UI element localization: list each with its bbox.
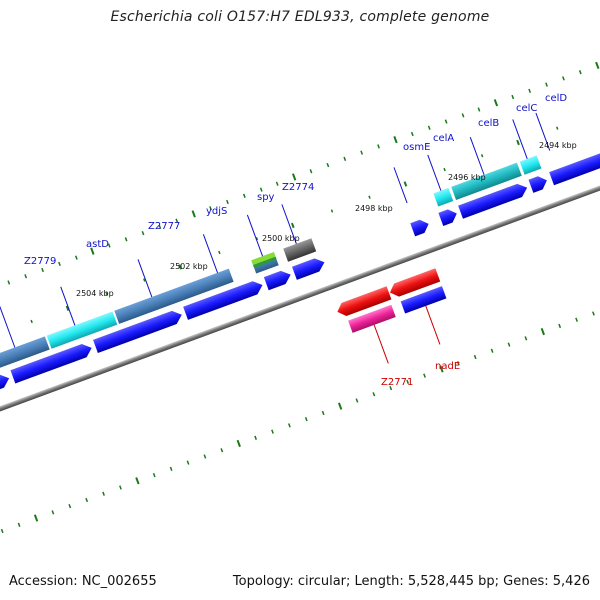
gene-label-celd[interactable]: celD xyxy=(545,93,567,104)
lower-tick-ring xyxy=(0,311,595,534)
gene-block-2[interactable] xyxy=(46,311,118,349)
kbp-label: 2498 kbp xyxy=(355,204,393,213)
reverse-feature-track xyxy=(335,268,447,333)
kbp-labels: 2504 kbp 2502 kbp 2500 kbp 2498 kbp 2496… xyxy=(76,141,577,298)
gene-label-osme[interactable]: osmE xyxy=(403,142,430,153)
cds-arrow[interactable] xyxy=(183,278,265,320)
gene-label-z2777[interactable]: Z2777 xyxy=(148,221,180,232)
cds-arrow[interactable] xyxy=(458,181,529,219)
upper-tick-ring xyxy=(7,61,600,285)
gene-block-celc[interactable] xyxy=(519,155,542,175)
kbp-label: 2494 kbp xyxy=(539,141,577,150)
accession-text: Accession: NC_002655 xyxy=(9,574,157,589)
cds-arrow[interactable] xyxy=(410,217,431,237)
cds-arrow[interactable] xyxy=(10,341,94,384)
gene-z2771-pink[interactable] xyxy=(348,304,396,333)
gene-label-spy[interactable]: spy xyxy=(257,192,275,203)
cds-arrow[interactable] xyxy=(93,308,184,354)
inner-tick-ring xyxy=(30,126,559,324)
page-title: Escherichia coli O157:H7 EDL933, complet… xyxy=(110,9,490,25)
gene-label-z2779[interactable]: Z2779 xyxy=(24,256,56,267)
cds-arrow[interactable] xyxy=(438,207,459,226)
gene-z2771-red[interactable] xyxy=(335,286,392,318)
gene-block-1[interactable] xyxy=(0,336,50,401)
kbp-label: 2496 kbp xyxy=(448,173,486,182)
kbp-label: 2500 kbp xyxy=(262,234,300,243)
forward-cds-track xyxy=(0,148,600,420)
gene-nade-blue[interactable] xyxy=(400,286,447,314)
cds-arrow[interactable] xyxy=(292,256,327,280)
gene-label-ydjs[interactable]: ydjS xyxy=(206,206,227,217)
gene-label-cela[interactable]: celA xyxy=(433,133,454,144)
cds-arrow[interactable] xyxy=(263,268,293,291)
kbp-label: 2504 kbp xyxy=(76,289,114,298)
gene-nade-red[interactable] xyxy=(388,268,441,299)
gene-label-z2774[interactable]: Z2774 xyxy=(282,182,314,193)
gene-block-z2774[interactable] xyxy=(283,238,317,262)
reverse-gene-labels: Z2771 nadE xyxy=(381,361,460,388)
genome-backbone xyxy=(0,158,600,426)
reverse-leader-lines xyxy=(373,305,441,364)
gene-label-celb[interactable]: celB xyxy=(478,118,499,129)
genome-summary-text: Topology: circular; Length: 5,528,445 bp… xyxy=(232,574,590,589)
gene-label-astd[interactable]: astD xyxy=(86,239,109,250)
kbp-label: 2502 kbp xyxy=(170,262,208,271)
gene-block-cela[interactable] xyxy=(433,187,454,207)
gene-label-celc[interactable]: celC xyxy=(516,103,537,114)
gene-feature-track xyxy=(0,155,542,401)
cds-arrow[interactable] xyxy=(528,174,550,193)
gene-label-nade[interactable]: nadE xyxy=(435,361,460,372)
gene-block-celb[interactable] xyxy=(451,162,522,200)
cds-arrow[interactable] xyxy=(0,372,12,420)
gene-label-z2771[interactable]: Z2771 xyxy=(381,377,413,388)
leader-lines xyxy=(0,112,551,348)
cds-arrow[interactable] xyxy=(549,148,600,186)
forward-gene-labels: Z2779 astD Z2777 ydjS spy Z2774 osmE cel… xyxy=(24,93,567,267)
gene-block-3[interactable] xyxy=(114,268,234,324)
